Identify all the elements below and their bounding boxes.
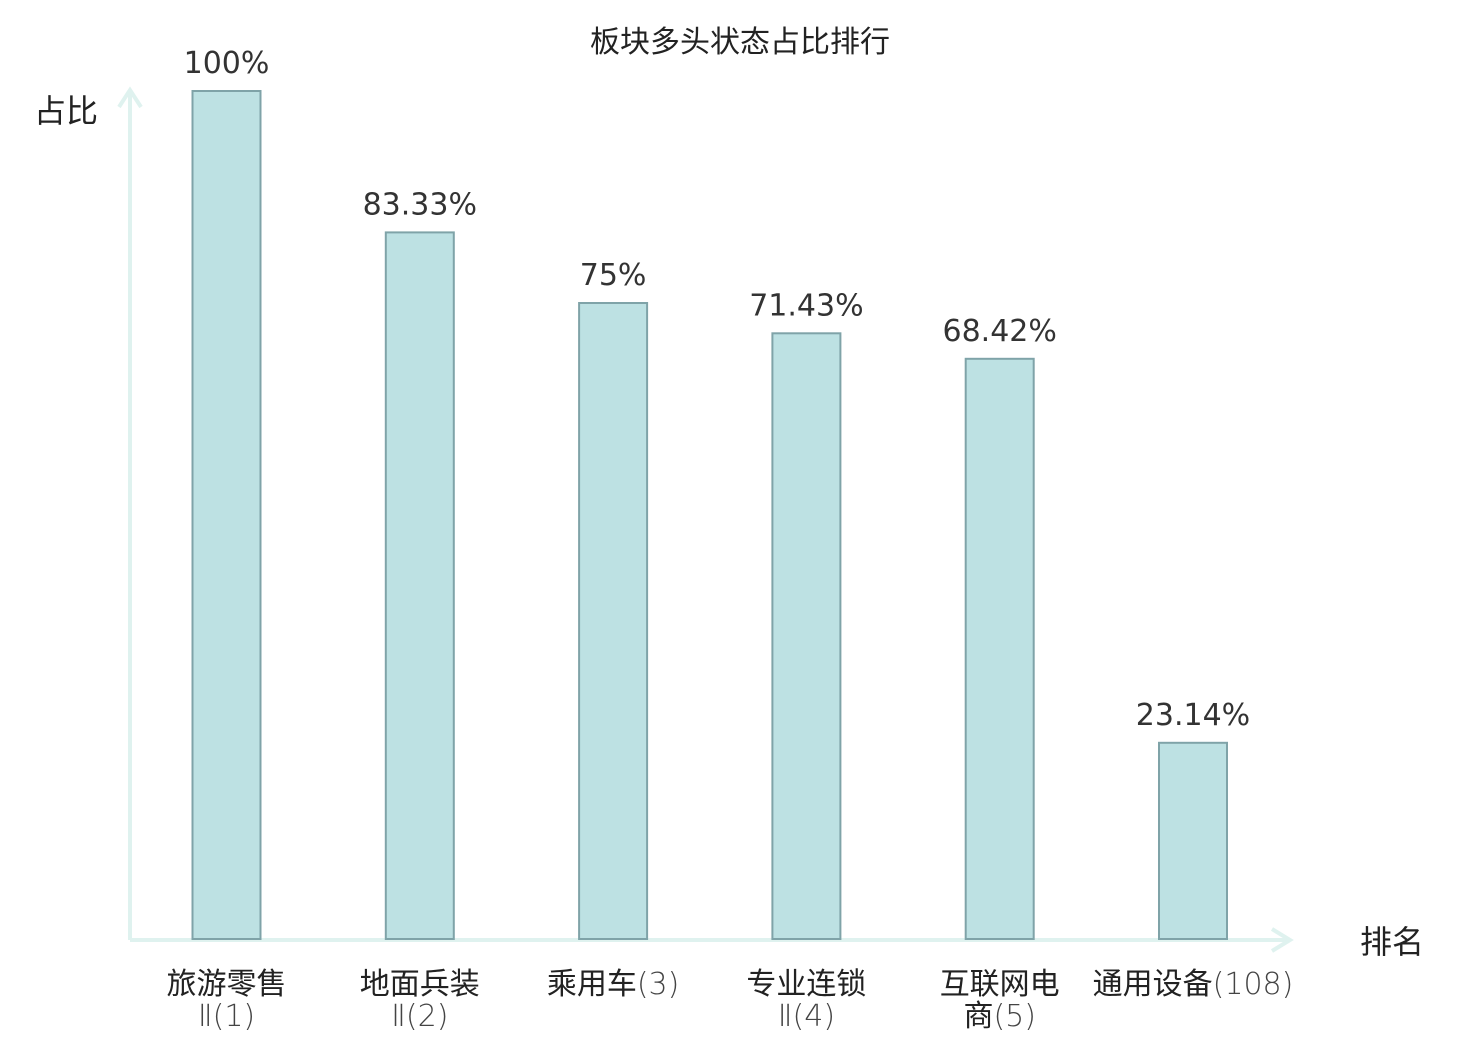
- data-label: 23.14%: [1136, 698, 1250, 733]
- y-axis-arrow-icon: [117, 86, 143, 109]
- bar: [578, 302, 649, 940]
- data-label: 71.43%: [749, 288, 863, 323]
- x-tick-label: 专业连锁: [746, 967, 866, 1002]
- data-label: 75%: [580, 258, 647, 293]
- chart-title: 板块多头状态占比排行: [590, 25, 890, 60]
- data-label: 83.33%: [363, 187, 477, 222]
- x-tick-label: 地面兵装: [360, 967, 480, 1002]
- y-axis-label: 占比: [34, 92, 98, 130]
- x-tick-label: 旅游零售: [167, 967, 287, 1002]
- bar: [771, 332, 842, 940]
- value-labels: 100% 83.33% 75% 71.43% 68.42% 23.14%: [184, 46, 1251, 733]
- data-label: 100%: [184, 46, 270, 81]
- x-tick-label: Ⅱ(4): [778, 999, 835, 1034]
- x-tick-label: 乘用车(3): [547, 967, 680, 1002]
- x-tick-label: 商(5): [963, 999, 1035, 1034]
- data-label: 68.42%: [943, 314, 1057, 349]
- bar: [191, 90, 262, 940]
- x-axis-arrow-icon: [1270, 927, 1294, 953]
- bar: [1158, 741, 1228, 940]
- bar-series: [191, 90, 1228, 940]
- x-tick-label: Ⅱ(2): [391, 999, 448, 1034]
- x-tick-label: 互联网电: [940, 967, 1060, 1002]
- x-axis-label: 排名: [1360, 923, 1424, 961]
- x-tick-label: 通用设备(108): [1093, 967, 1294, 1002]
- x-tick-label: Ⅱ(1): [198, 999, 255, 1034]
- bar: [384, 231, 455, 940]
- bar: [964, 357, 1035, 940]
